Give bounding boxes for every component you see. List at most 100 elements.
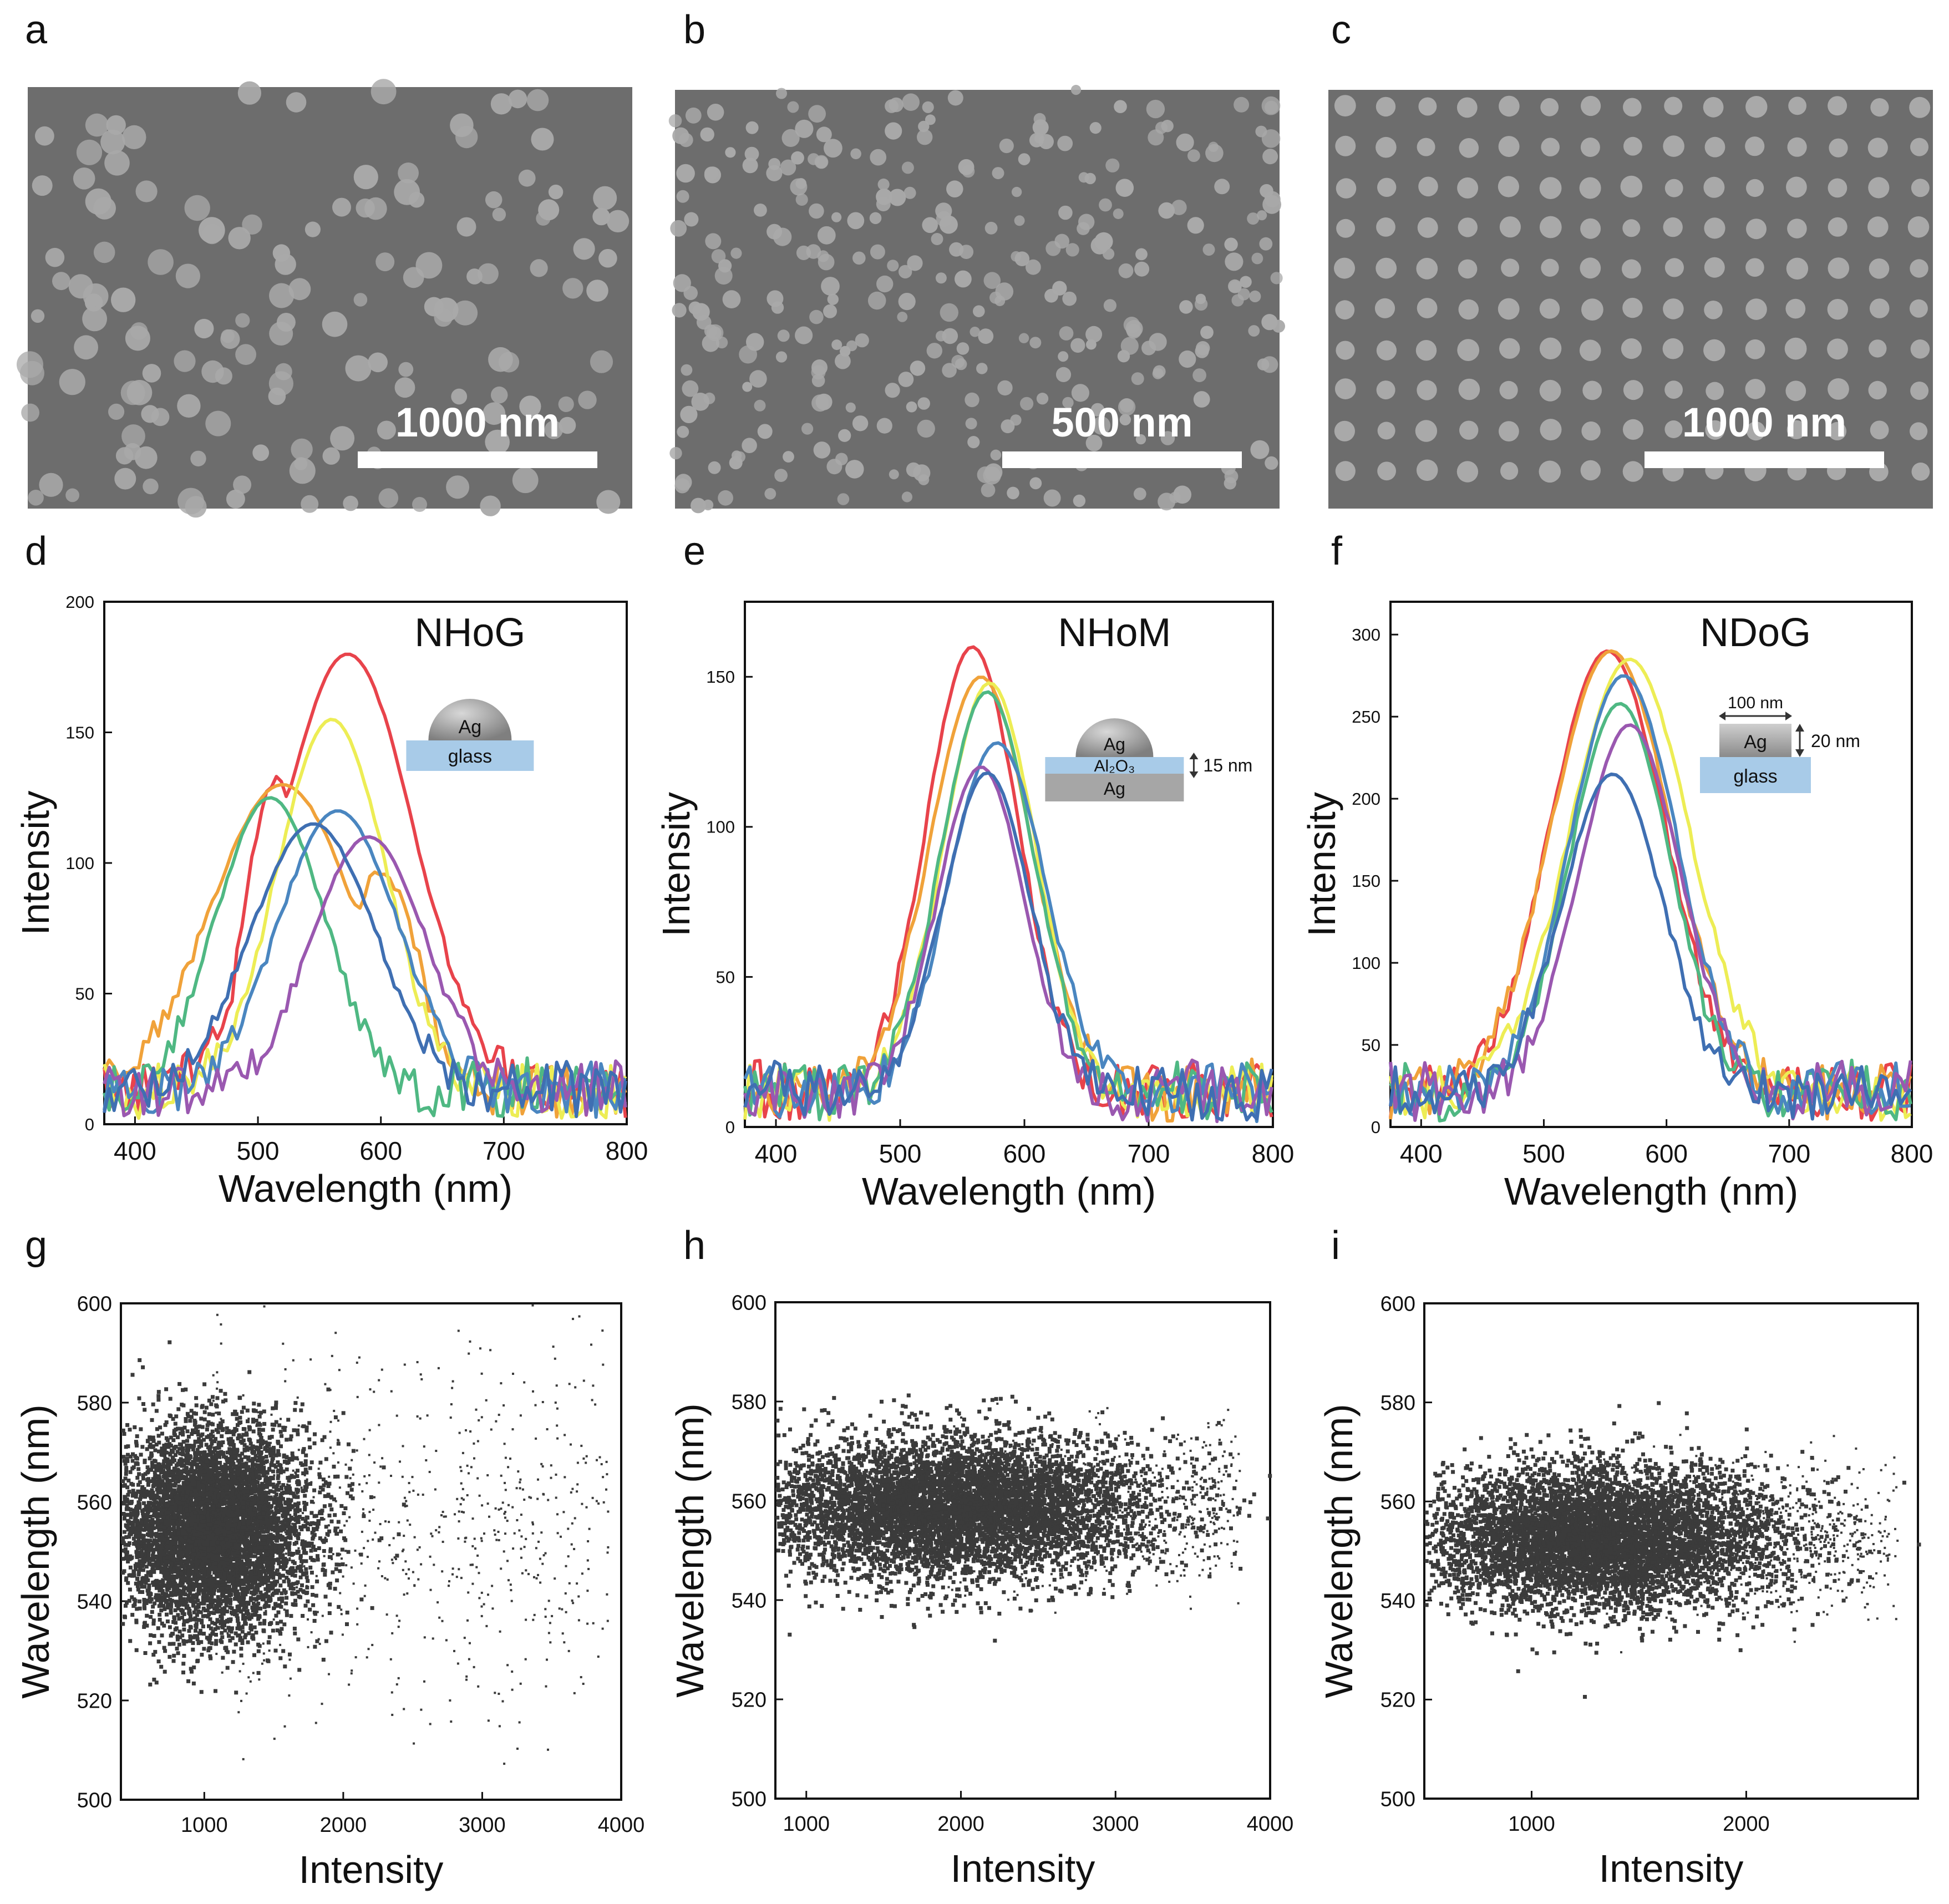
- data-point: [194, 1499, 199, 1503]
- nanoparticle: [926, 343, 942, 359]
- x-tick-label: 3000: [459, 1814, 506, 1837]
- data-point: [159, 1664, 164, 1669]
- data-point: [236, 1466, 240, 1470]
- data-point: [124, 1535, 129, 1539]
- data-point: [165, 1492, 169, 1496]
- data-point: [216, 1450, 220, 1455]
- data-point: [268, 1447, 273, 1451]
- spectrum-chart-ndog: 400 500 600 700 800050100150200250300Wavelen…: [1300, 601, 1933, 1213]
- data-point: [285, 1576, 289, 1580]
- data-point: [187, 1495, 191, 1500]
- nanoparticle: [901, 161, 914, 174]
- data-point: [193, 1440, 197, 1444]
- nanoparticle: [370, 79, 397, 105]
- data-point: [270, 1452, 275, 1456]
- x-tick-label: 500: [879, 1139, 922, 1168]
- nanoparticle: [1090, 236, 1109, 255]
- nanoparticle: [708, 461, 721, 474]
- data-point: [238, 1467, 242, 1471]
- data-point: [351, 1496, 355, 1501]
- nanodisk: [1539, 216, 1562, 238]
- data-point: [231, 1588, 235, 1593]
- nanodisk: [1458, 378, 1480, 400]
- nanodisk: [1376, 217, 1395, 237]
- data-point: [261, 1428, 265, 1432]
- nanodisk: [1869, 339, 1887, 358]
- nanoparticle: [691, 497, 706, 514]
- nanoparticle: [544, 420, 563, 439]
- nanodisk: [1745, 379, 1766, 399]
- nanoparticle: [1179, 350, 1196, 368]
- arrow-head-up: [1189, 753, 1199, 759]
- data-point: [306, 1579, 310, 1583]
- data-point: [267, 1466, 272, 1471]
- data-point: [181, 1483, 186, 1487]
- data-point: [230, 1636, 235, 1641]
- data-point: [308, 1445, 312, 1450]
- data-point: [303, 1459, 308, 1464]
- data-point: [205, 1427, 209, 1431]
- data-point: [202, 1647, 206, 1651]
- nanodisk: [1539, 177, 1562, 199]
- nanoparticle: [967, 436, 980, 449]
- data-point: [212, 1467, 216, 1471]
- data-point: [194, 1537, 199, 1541]
- y-tick-label: 520: [77, 1689, 112, 1713]
- nanodisk: [1703, 176, 1725, 198]
- data-point: [204, 1521, 209, 1525]
- data-point: [318, 1475, 322, 1479]
- data-point: [128, 1639, 133, 1643]
- y-tick-label: 300: [1352, 625, 1380, 644]
- data-point: [251, 1429, 256, 1434]
- nanodisk: [1376, 257, 1397, 279]
- data-point: [209, 1444, 213, 1449]
- y-tick-label: 100: [1352, 953, 1380, 973]
- data-point: [193, 1451, 197, 1455]
- nanodisk: [1499, 380, 1518, 400]
- data-point: [201, 1521, 206, 1526]
- scatter-chart-nhog: 1000 2000 3000 4000500520540560580600Intens…: [14, 1292, 644, 1891]
- data-point: [273, 1648, 278, 1653]
- nanoparticle: [904, 186, 916, 199]
- data-point: [278, 1529, 283, 1533]
- data-point: [209, 1437, 213, 1441]
- data-point: [231, 1660, 235, 1664]
- nanoparticle: [378, 488, 399, 508]
- series-line-blue: [103, 809, 627, 1119]
- nanoparticle: [867, 291, 886, 310]
- nanodisk: [1498, 298, 1520, 320]
- data-point: [165, 1438, 170, 1443]
- nanodisk: [1704, 257, 1725, 278]
- nanoparticle: [1126, 323, 1141, 339]
- data-point: [293, 1568, 298, 1573]
- y-tick-label: 100: [706, 818, 735, 837]
- data-point: [278, 1565, 283, 1569]
- data-point: [207, 1605, 211, 1609]
- data-point: [226, 1534, 230, 1538]
- data-point: [306, 1541, 311, 1546]
- data-point: [213, 1622, 217, 1626]
- nanoparticle: [330, 426, 355, 451]
- nanodisk: [1540, 419, 1562, 441]
- nanoparticle: [286, 92, 307, 113]
- x-tick-label: 600: [359, 1136, 402, 1165]
- data-point: [176, 1511, 181, 1516]
- data-point: [310, 1531, 314, 1535]
- data-point: [215, 1534, 219, 1539]
- data-point: [142, 1542, 146, 1546]
- nanoparticle: [1029, 477, 1042, 490]
- nanoparticle: [976, 363, 988, 374]
- data-point: [230, 1567, 235, 1571]
- nanoparticle: [201, 360, 224, 383]
- nanoparticle: [1059, 326, 1074, 341]
- data-point: [188, 1591, 192, 1596]
- data-point: [148, 1445, 152, 1449]
- data-point: [194, 1403, 199, 1408]
- nanodisk: [1664, 97, 1683, 115]
- nanoparticle: [177, 488, 204, 515]
- data-point: [200, 1575, 204, 1580]
- nanodisk: [1456, 461, 1479, 483]
- nanoparticle: [498, 352, 520, 373]
- nanodisk: [1828, 178, 1848, 198]
